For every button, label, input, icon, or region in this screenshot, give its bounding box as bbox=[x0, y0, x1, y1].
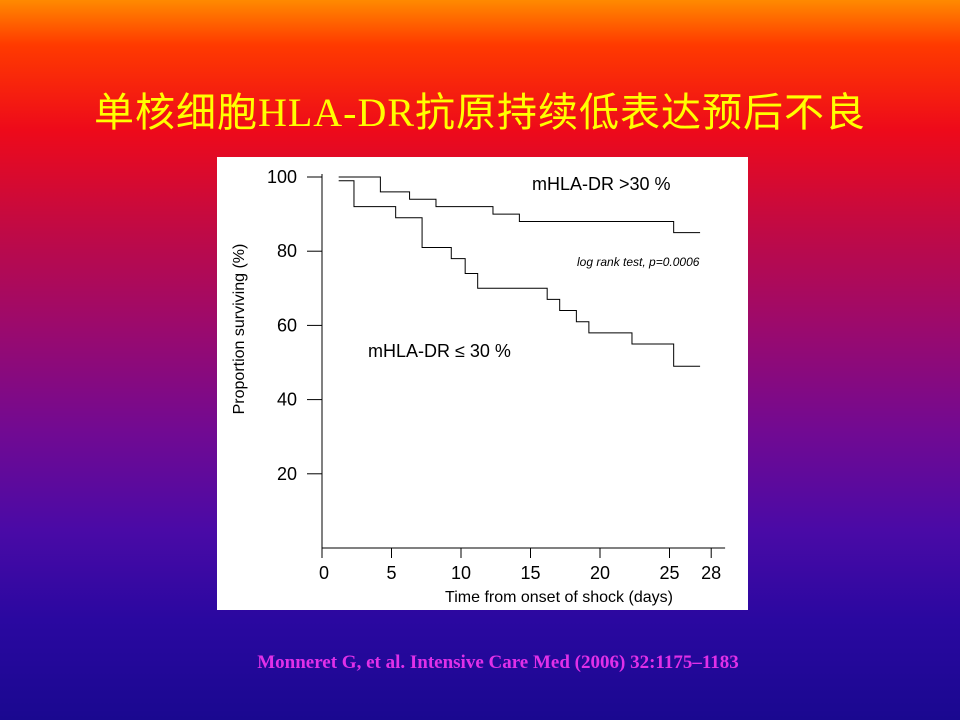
x-tick-label: 5 bbox=[386, 563, 396, 583]
y-tick-label: 20 bbox=[277, 464, 297, 484]
log-rank-annotation: log rank test, p=0.0006 bbox=[577, 255, 700, 269]
x-tick-label: 20 bbox=[590, 563, 610, 583]
series-line-high bbox=[338, 176, 701, 234]
x-tick-label: 25 bbox=[659, 563, 679, 583]
chart-svg: 20 40 60 80 100 0 5 10 15 20 25 28 Time from onset … bbox=[231, 167, 726, 606]
y-tick-label: 100 bbox=[267, 167, 297, 187]
tick-labels: 20 40 60 80 100 0 5 10 15 20 25 28 bbox=[267, 167, 721, 583]
series-lines bbox=[338, 176, 701, 367]
x-tick-label: 28 bbox=[701, 563, 721, 583]
legend-label-high: mHLA-DR >30 % bbox=[532, 174, 671, 194]
survival-chart: 20 40 60 80 100 0 5 10 15 20 25 28 Time from onset … bbox=[217, 157, 748, 610]
x-tick-label: 15 bbox=[520, 563, 540, 583]
y-tick-label: 80 bbox=[277, 241, 297, 261]
x-axis-label: Time from onset of shock (days) bbox=[445, 589, 673, 606]
citation: Monneret G, et al. Intensive Care Med (2… bbox=[257, 652, 739, 673]
y-tick-label: 60 bbox=[277, 315, 297, 335]
y-axis-label: Proportion surviving (%) bbox=[231, 244, 248, 415]
legend-label-low: mHLA-DR ≤ 30 % bbox=[368, 341, 511, 361]
series-line-low bbox=[338, 180, 701, 367]
axes bbox=[307, 174, 726, 558]
y-tick-label: 40 bbox=[277, 390, 297, 410]
slide-title: 单核细胞HLA-DR抗原持续低表达预后不良 bbox=[93, 90, 867, 135]
x-tick-label: 10 bbox=[451, 563, 471, 583]
x-tick-label: 0 bbox=[319, 563, 329, 583]
